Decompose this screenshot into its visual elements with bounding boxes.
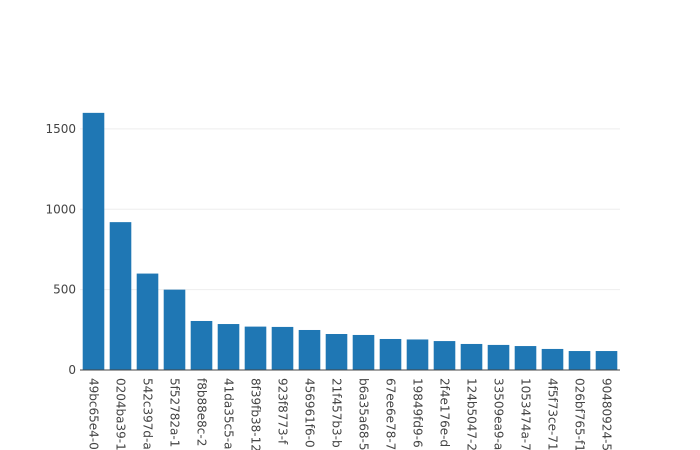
x-tick-label: 542c397d-a [141,378,155,450]
x-tick-label: b6a35a68-5 [357,378,371,450]
x-tick-label: f8b88e8c-2 [195,378,209,446]
bar [406,339,429,370]
y-tick-label: 500 [53,283,76,297]
x-tick-label: 0204ba39-1 [114,378,128,450]
bar [217,324,240,370]
y-tick-label: 0 [68,363,76,377]
bar [595,351,618,370]
bar [109,222,132,370]
x-tick-label: 21f457b3-b [330,378,344,448]
bar [379,338,402,370]
x-tick-label: 41da35c5-a [222,378,236,449]
x-tick-label: 026bf765-f1 [573,378,587,450]
x-tick-label: 49bc65e4-0 [87,378,101,450]
bar [298,329,321,370]
bar [244,326,267,370]
bar [163,289,186,370]
x-tick-label: 5f52782a-1 [168,378,182,447]
bar [325,334,348,370]
x-tick-label: 2f4e176e-d [438,378,452,447]
bar [136,273,159,370]
x-tick-label: 1053474a-7 [519,378,533,450]
bar [433,341,456,370]
x-tick-label: 19849fd9-6 [411,378,425,448]
x-tick-label: 456961f6-0 [303,378,317,448]
y-tick-label: 1500 [45,122,76,136]
bar [82,112,105,370]
x-tick-label: 90480924-5 [600,378,614,450]
bar [460,343,483,370]
x-tick-label: 67ee6e78-7 [384,378,398,450]
x-tick-label: 923f8773-f [276,378,290,445]
x-tick-label: 4f5f73ce-71 [546,378,560,450]
y-tick-label: 1000 [45,202,76,216]
x-tick-label: 33509ea9-a [492,378,506,450]
bar [190,320,213,370]
bar [352,334,375,370]
bar [271,326,294,370]
bar [487,344,510,370]
bar [541,348,564,370]
x-tick-label: 124b5047-2 [465,378,479,450]
x-tick-label: 8f39fb38-12 [249,378,263,450]
bar [568,351,591,370]
bar [514,346,537,370]
